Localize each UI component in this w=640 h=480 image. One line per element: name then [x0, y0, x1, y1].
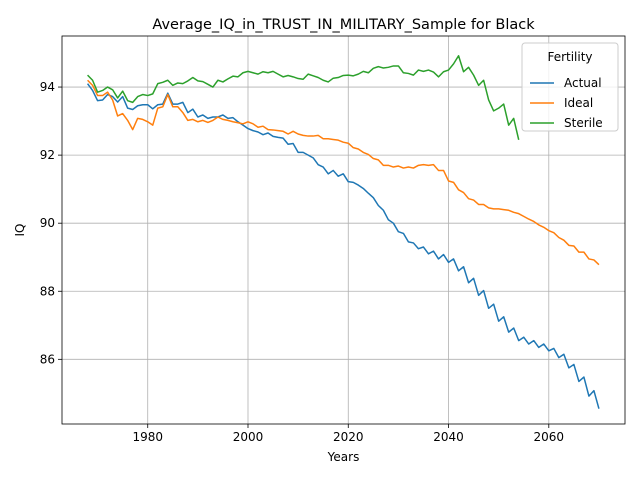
legend-label-sterile: Sterile [564, 116, 603, 130]
series-lines [86, 54, 600, 409]
y-tick-label: 90 [40, 216, 55, 230]
series-line-actual [86, 83, 600, 409]
x-tick-label: 2000 [233, 430, 264, 444]
y-axis-ticks: 86 88 90 92 94 [40, 80, 62, 366]
y-tick-label: 92 [40, 148, 55, 162]
x-tick-label: 2040 [433, 430, 464, 444]
y-tick-label: 94 [40, 80, 55, 94]
legend: Fertility Actual Ideal Sterile [521, 42, 619, 132]
x-tick-label: 2020 [333, 430, 364, 444]
y-tick-label: 88 [40, 284, 55, 298]
chart-title: Average_IQ_in_TRUST_IN_MILITARY_Sample f… [152, 17, 535, 33]
legend-label-actual: Actual [564, 76, 602, 90]
axes-frame [61, 35, 626, 425]
x-axis-ticks: 1980 2000 2020 2040 2060 [132, 424, 564, 444]
legend-title: Fertility [547, 50, 592, 64]
series-line-ideal [87, 79, 600, 266]
x-tick-label: 1980 [132, 430, 163, 444]
legend-box [521, 42, 619, 132]
y-axis-label: IQ [13, 224, 27, 237]
x-axis-label: Years [327, 450, 360, 464]
x-tick-label: 2060 [534, 430, 565, 444]
series-line-sterile [87, 54, 520, 140]
legend-label-ideal: Ideal [564, 96, 593, 110]
y-tick-label: 86 [40, 352, 55, 366]
